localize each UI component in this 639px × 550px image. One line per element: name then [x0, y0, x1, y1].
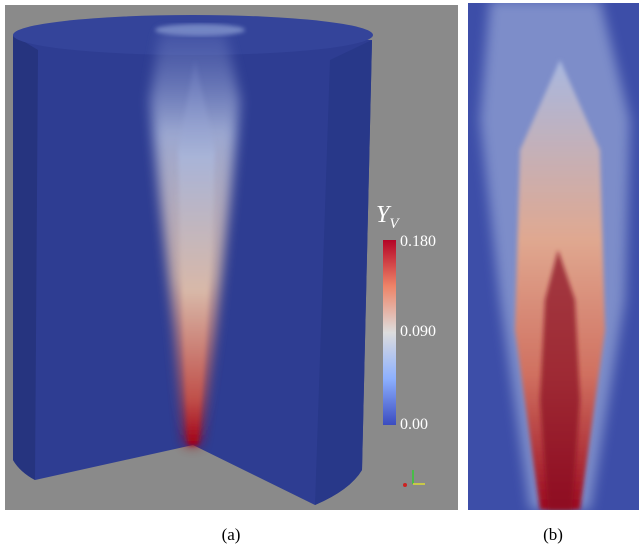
- plume-core: [540, 250, 580, 510]
- colorbar: [383, 240, 396, 425]
- colorbar-title-symbol: Y: [376, 202, 392, 228]
- cylinder-edge: [315, 40, 372, 505]
- colorbar-tick-label: 0.00: [400, 416, 428, 433]
- colorbar-title-subscript: V: [389, 216, 400, 232]
- caption: (b): [543, 525, 563, 544]
- colorbar-title: YV: [376, 202, 400, 232]
- panel-b-plume: [480, 3, 630, 510]
- colorbar-tick-label: 0.180: [400, 233, 436, 250]
- caption: (a): [222, 525, 241, 544]
- colorbar-tick-label: 0.090: [400, 323, 436, 340]
- axis-triad: [403, 470, 425, 487]
- plume-core: [178, 60, 215, 445]
- cylinder-edge: [13, 35, 38, 480]
